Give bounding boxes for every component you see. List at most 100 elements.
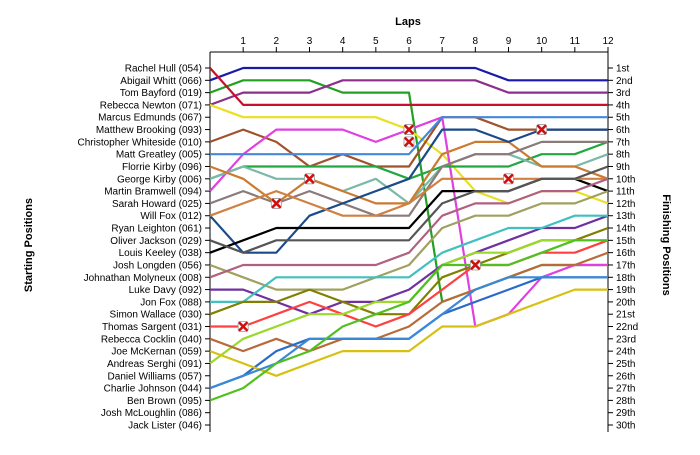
starting-driver-label: Andreas Serghi (091) [107, 359, 202, 370]
finishing-position-label: 6th [616, 125, 630, 136]
finishing-position-label: 18th [616, 273, 635, 284]
x-tick-label: 11 [570, 36, 581, 47]
starting-driver-label: Ben Brown (095) [127, 396, 202, 407]
incident-marker [237, 321, 249, 332]
driver-series-line [210, 116, 608, 156]
finishing-position-label: 25th [616, 359, 635, 370]
starting-driver-label: Daniel Williams (057) [108, 371, 202, 382]
starting-driver-label: Martin Bramwell (094) [104, 187, 202, 198]
x-tick-label: 9 [506, 36, 512, 47]
incident-marker [469, 259, 481, 271]
starting-driver-label: Joe McKernan (059) [111, 347, 202, 358]
starting-driver-label: Rebecca Newton (071) [100, 100, 202, 111]
incident-marker [403, 124, 415, 135]
starting-driver-label: Luke Davy (092) [129, 285, 202, 296]
finishing-position-label: 15th [616, 236, 635, 247]
starting-driver-label: Tom Bayford (019) [120, 88, 202, 99]
incident-marker [304, 173, 315, 185]
x-tick-label: 1 [240, 36, 246, 47]
finishing-position-label: 7th [616, 137, 630, 148]
finishing-position-label: 21st [616, 310, 635, 321]
finishing-position-label: 20th [616, 297, 635, 308]
finishing-position-label: 23rd [616, 334, 636, 345]
x-tick-label: 4 [340, 36, 346, 47]
driver-series-line [209, 116, 608, 328]
x-tick-label: 12 [602, 36, 614, 47]
starting-driver-label: Marcus Edmunds (067) [98, 113, 202, 124]
starting-driver-label: Jon Fox (088) [140, 297, 202, 308]
x-tick-label: 6 [406, 36, 412, 47]
finishing-position-label: 19th [616, 285, 635, 296]
finishing-position-label: 13th [616, 211, 635, 222]
driver-series-line [210, 214, 608, 303]
driver-series-line [209, 165, 609, 254]
finishing-position-label: 11th [616, 187, 635, 198]
starting-driver-label: Abigail Whitt (066) [120, 76, 202, 87]
finishing-position-label: 29th [616, 408, 635, 419]
finishing-position-label: 5th [616, 113, 630, 124]
driver-series-line [209, 79, 608, 106]
driver-series-line [209, 239, 608, 402]
y-axis-label-right: Finishing Positions [660, 194, 672, 295]
x-tick-label: 8 [473, 36, 479, 47]
finishing-position-label: 30th [616, 421, 635, 432]
incident-marker [503, 173, 514, 185]
finishing-position-label: 28th [616, 396, 635, 407]
starting-driver-label: Oliver Jackson (029) [110, 236, 202, 247]
incident-marker [403, 136, 415, 148]
starting-driver-label: Charlie Johnson (044) [104, 384, 202, 395]
starting-driver-label: Will Fox (012) [140, 211, 202, 222]
finishing-position-label: 16th [616, 248, 635, 259]
y-axis-label-left: Starting Positions [23, 198, 35, 292]
finishing-position-label: 26th [616, 371, 635, 382]
x-tick-label: 2 [274, 36, 280, 47]
starting-driver-label: Jack Lister (046) [128, 421, 202, 432]
driver-series-line [209, 67, 608, 107]
finishing-position-label: 9th [616, 162, 630, 173]
series-layer [209, 66, 609, 402]
starting-driver-label: Matt Greatley (005) [116, 150, 202, 161]
finishing-position-label: 2nd [616, 76, 633, 87]
starting-driver-label: Matthew Brooking (093) [96, 125, 202, 136]
finishing-position-label: 12th [616, 199, 635, 210]
finishing-position-label: 24th [616, 347, 635, 358]
starting-driver-label: Simon Wallace (030) [110, 310, 202, 321]
driver-series-line [209, 66, 608, 82]
finishing-position-label: 27th [616, 384, 635, 395]
incident-markers [237, 124, 548, 332]
starting-driver-label: Louis Keeley (038) [119, 248, 202, 259]
starting-driver-label: Rachel Hull (054) [125, 64, 202, 75]
driver-series-line [209, 276, 608, 390]
starting-driver-label: Josh Longden (056) [113, 260, 202, 271]
driver-series-line [209, 251, 609, 353]
starting-driver-label: Thomas Sargent (031) [102, 322, 202, 333]
driver-series-line [209, 288, 608, 377]
finishing-position-label: 3rd [616, 88, 630, 99]
driver-series-line [209, 177, 609, 279]
finishing-position-label: 8th [616, 150, 630, 161]
x-tick-label: 7 [439, 36, 445, 47]
x-tick-label: 10 [536, 36, 548, 47]
finishing-position-label: 10th [616, 174, 635, 185]
driver-series-line [209, 140, 609, 180]
incident-marker [270, 198, 282, 209]
driver-series-line [209, 190, 609, 291]
starting-driver-label: Rebecca Cocklin (040) [101, 334, 202, 345]
starting-driver-label: George Kirby (006) [117, 174, 202, 185]
incident-marker [536, 124, 548, 135]
finishing-position-label: 1st [616, 64, 630, 75]
chart-title: Laps [395, 16, 421, 28]
finishing-position-label: 4th [616, 100, 630, 111]
finishing-position-label: 17th [616, 260, 635, 271]
finishing-position-label: 22nd [616, 322, 638, 333]
finishing-position-label: 14th [616, 224, 635, 235]
starting-driver-label: Johnathan Molyneux (008) [84, 273, 202, 284]
starting-driver-label: Josh McLoughlin (086) [101, 408, 202, 419]
driver-series-line [209, 276, 608, 390]
x-tick-label: 5 [373, 36, 379, 47]
starting-driver-label: Ryan Leighton (061) [111, 224, 202, 235]
x-tick-label: 3 [307, 36, 313, 47]
